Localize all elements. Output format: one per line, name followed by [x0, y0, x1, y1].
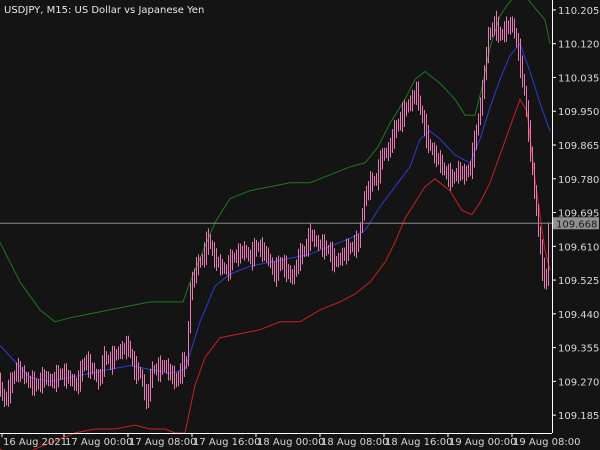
time-tick-label: 16 Aug 2021: [3, 437, 67, 448]
time-tick-label: 18 Aug 00:00: [257, 437, 324, 448]
price-tick-label: 109.355: [558, 344, 599, 355]
time-tick-label: 17 Aug 08:00: [129, 437, 196, 448]
time-tick-label: 19 Aug 08:00: [513, 437, 580, 448]
price-tick-label: 109.185: [558, 411, 599, 422]
time-tick-label: 17 Aug 00:00: [65, 437, 132, 448]
chart-title: USDJPY, M15: US Dollar vs Japanese Yen: [4, 5, 204, 16]
price-tick-label: 109.610: [558, 242, 599, 253]
time-tick-label: 17 Aug 16:00: [193, 437, 260, 448]
lower-band-line: [0, 98, 551, 450]
current-price-tag: [553, 217, 599, 230]
time-tick-label: 18 Aug 08:00: [321, 437, 388, 448]
price-axis[interactable]: 110.205 110.120 110.035 109.950 109.865 109.7…: [552, 0, 599, 433]
time-tick-label: 19 Aug 00:00: [449, 437, 516, 448]
price-tick-label: 109.440: [558, 310, 599, 321]
candles: [0, 10, 549, 410]
price-tick-label: 110.120: [558, 40, 599, 51]
price-tick-label: 109.270: [558, 377, 599, 388]
price-tick-label: 109.950: [558, 107, 599, 118]
price-tick-label: 109.780: [558, 175, 599, 186]
price-tick-label: 110.035: [558, 73, 599, 84]
upper-band-line: [0, 0, 551, 323]
current-price-label: 109.668: [556, 219, 597, 230]
price-tick-label: 109.525: [558, 276, 599, 287]
price-tick-label: 109.865: [558, 141, 599, 152]
time-tick-label: 18 Aug 16:00: [385, 437, 452, 448]
plot-area[interactable]: [0, 0, 552, 450]
price-tick-label: 109.695: [558, 209, 599, 220]
price-tick-label: 110.205: [558, 6, 599, 17]
